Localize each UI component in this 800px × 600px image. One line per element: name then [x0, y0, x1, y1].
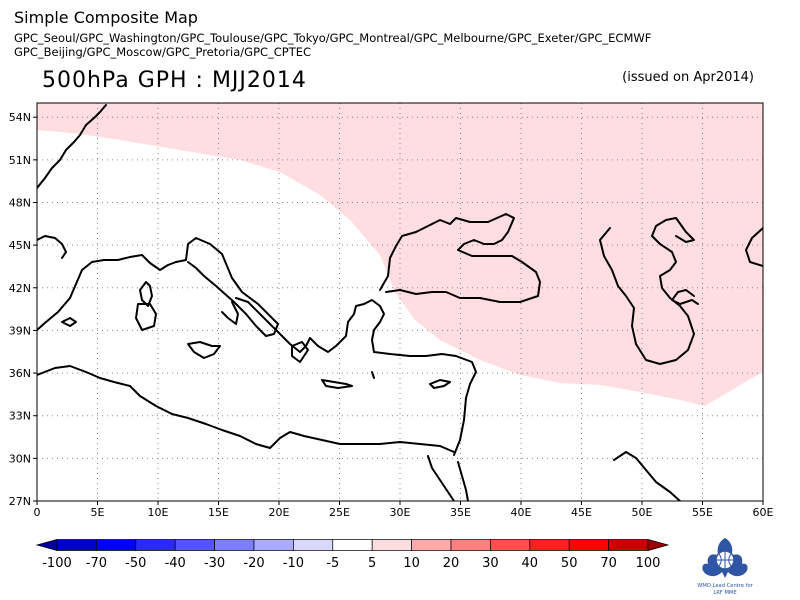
colorbar-label: -5: [326, 556, 339, 571]
colorbar-label: -10: [283, 556, 304, 571]
colorbar-label: 10: [403, 556, 420, 571]
coastline-africa-north: [37, 365, 455, 453]
lat-tick-label: 27N: [9, 495, 31, 508]
lon-tick-label: 10E: [148, 506, 169, 519]
lon-tick-label: 55E: [692, 506, 713, 519]
island-corsica: [139, 281, 153, 307]
colorbar-label: 20: [443, 556, 460, 571]
lon-tick-label: 25E: [329, 506, 350, 519]
colorbar-segment: [529, 539, 570, 551]
colorbar-label: 30: [482, 556, 499, 571]
lat-tick-label: 36N: [9, 367, 31, 380]
colorbar-label: -30: [204, 556, 225, 571]
colorbar-high-arrow: [647, 539, 670, 551]
island-rhodes: [371, 371, 375, 379]
colorbar-segment: [56, 539, 97, 551]
colorbar-label: -70: [86, 556, 107, 571]
colorbar-label: 50: [561, 556, 578, 571]
coastline-balkans-west: [235, 297, 337, 353]
lon-tick-label: 5E: [91, 506, 105, 519]
lon-tick-label: 20E: [269, 506, 290, 519]
axis-labels: 0 5E 10E 15E 20E 25E 30E 35E 40E 45E 50E 55E 60E 27N 3…: [9, 111, 774, 519]
island-mallorca: [61, 317, 77, 327]
colorbar-segment: [253, 539, 294, 551]
colorbar: -100 -70 -50 -40 -30 -20 -10 -5 5 10 20 30 40 50 70 100: [35, 539, 670, 571]
wmo-logo: WMO Lead Centre for LRF MME: [697, 538, 754, 596]
lat-tick-label: 54N: [9, 111, 31, 124]
colorbar-segment: [135, 539, 176, 551]
subtitle-line-2: GPC_Beijing/GPC_Moscow/GPC_Pretoria/GPC_…: [14, 45, 312, 59]
coastlines: [37, 104, 763, 501]
colorbar-segment: [96, 539, 137, 551]
colorbar-segment: [411, 539, 452, 551]
logo-caption-1: WMO Lead Centre for: [697, 583, 753, 589]
issued-date: (issued on Apr2014): [622, 70, 754, 85]
colorbar-segment: [293, 539, 334, 551]
colorbar-segment: [608, 539, 649, 551]
coastline-persian-gulf: [613, 451, 681, 501]
wmo-emblem-icon: [702, 538, 748, 578]
lat-tick-label: 33N: [9, 410, 31, 423]
logo-caption-2: LRF MME: [713, 590, 736, 596]
coastline-europe-north: [37, 104, 107, 189]
colorbar-segment: [214, 539, 255, 551]
lon-tick-label: 0: [34, 506, 41, 519]
coastline-iran-north: [671, 289, 699, 305]
coastline-france-south: [141, 254, 177, 271]
colorbar-low-arrow: [35, 539, 58, 551]
lat-tick-label: 42N: [9, 282, 31, 295]
colorbar-segment: [568, 539, 609, 551]
lat-tick-label: 45N: [9, 239, 31, 252]
coastline-italy: [175, 237, 279, 337]
colorbar-label: -40: [165, 556, 186, 571]
coastline-caspian: [599, 217, 695, 365]
lon-tick-label: 45E: [571, 506, 592, 519]
colorbar-segment: [174, 539, 215, 551]
colorbar-label: -100: [42, 556, 72, 571]
island-crete: [321, 379, 353, 389]
island-sardinia: [135, 303, 157, 331]
lon-tick-label: 40E: [511, 506, 532, 519]
colorbar-segment: [332, 539, 373, 551]
lat-tick-label: 48N: [9, 197, 31, 210]
colorbar-label: 5: [368, 556, 376, 571]
colorbar-label: -20: [243, 556, 264, 571]
colorbar-label: -50: [125, 556, 146, 571]
coastline-turkey-south: [373, 351, 477, 456]
colorbar-segment: [450, 539, 491, 551]
coastline-gulf-aqaba: [457, 461, 469, 501]
coastline-east-edge: [745, 227, 763, 267]
colorbar-label: 100: [636, 556, 661, 571]
lon-tick-label: 60E: [753, 506, 774, 519]
coastline-italy-toe: [221, 301, 239, 325]
coastline-black-sea: [379, 213, 541, 303]
map-grid: [37, 103, 763, 501]
lon-tick-label: 35E: [450, 506, 471, 519]
subtitle-line-1: GPC_Seoul/GPC_Washington/GPC_Toulouse/GP…: [14, 31, 652, 45]
island-cyprus: [429, 379, 451, 389]
colorbar-segment: [490, 539, 531, 551]
coastline-iberia-north: [37, 235, 67, 259]
lat-tick-label: 39N: [9, 324, 31, 337]
lon-tick-label: 50E: [632, 506, 653, 519]
island-sicily: [187, 341, 221, 359]
colorbar-label: 70: [600, 556, 617, 571]
lon-tick-label: 30E: [390, 506, 411, 519]
figure-title: Simple Composite Map: [14, 8, 198, 27]
colorbar-segment: [371, 539, 412, 551]
coastline-aegean: [335, 299, 385, 353]
lat-tick-label: 30N: [9, 452, 31, 465]
lat-tick-label: 51N: [9, 154, 31, 167]
coastline-iberia-east: [37, 254, 143, 331]
map-title: 500hPa GPH : MJJ2014: [42, 68, 307, 93]
colorbar-label: 40: [522, 556, 539, 571]
coastline-red-sea: [427, 455, 455, 501]
island-peloponnese: [291, 341, 309, 363]
lon-tick-label: 15E: [208, 506, 229, 519]
